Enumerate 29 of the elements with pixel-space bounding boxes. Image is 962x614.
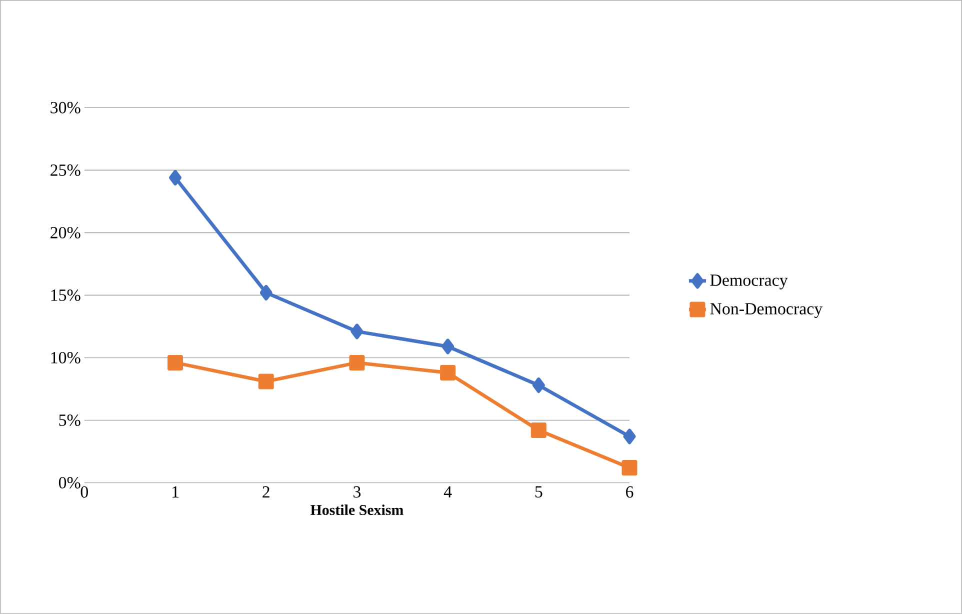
y-tick-label: 15% <box>51 289 80 301</box>
y-tick-label: 20% <box>50 226 80 238</box>
point <box>530 422 546 438</box>
y-tick-label: 5% <box>59 414 80 426</box>
x-tick-label: 4 <box>444 486 452 498</box>
x-tick-label: 0 <box>80 486 88 498</box>
legend-label: Democracy <box>710 274 788 290</box>
point <box>349 354 365 370</box>
point <box>167 354 183 370</box>
point <box>623 428 636 444</box>
point <box>260 284 272 300</box>
point <box>258 374 274 390</box>
x-axis-title: Hostile Sexism <box>310 504 404 516</box>
point <box>532 378 545 393</box>
x-tick-label: 2 <box>262 486 270 498</box>
x-tick-label: 6 <box>626 486 634 498</box>
y-tick-label: 10% <box>51 352 80 364</box>
point <box>168 170 182 186</box>
y-tick-label: 30% <box>50 102 80 114</box>
y-tick-label: 25% <box>50 164 80 176</box>
point <box>442 338 454 354</box>
point <box>622 460 638 476</box>
legend-label: Non-Democracy <box>710 303 823 318</box>
point <box>440 364 456 380</box>
x-tick-label: 1 <box>172 486 178 498</box>
x-tick-label: 5 <box>535 486 542 498</box>
y-tick-label: 0% <box>58 477 80 489</box>
point <box>350 324 364 340</box>
x-tick-label: 3 <box>354 486 361 498</box>
